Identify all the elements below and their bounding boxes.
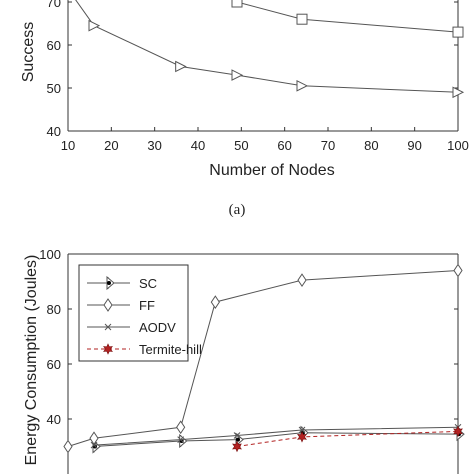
chart-b-series-1-point <box>89 431 99 446</box>
chart-b-y-tick-label: 40 <box>47 412 61 427</box>
chart-a-x-tick-label: 70 <box>321 138 335 153</box>
chart-a-series-1-point <box>175 60 187 73</box>
chart-b-legend: SC FF AODV Termite-hill <box>78 264 202 362</box>
chart-a-x-tick-label: 90 <box>407 138 421 153</box>
chart-a-series-0-line <box>236 1 459 33</box>
chart-b: 40 60 80 100 Energy Consumption (Joules) SC… <box>23 247 465 474</box>
chart-a-y-tick-label: 40 <box>47 124 61 139</box>
legend-marker <box>103 343 113 355</box>
chart-b-series-3-point <box>232 440 242 453</box>
chart-b-series-2-point <box>177 436 185 443</box>
chart-b-series-0-line <box>93 432 459 447</box>
chart-a-series-1-point <box>231 69 244 81</box>
legend-box <box>78 264 189 362</box>
legend-label: AODV <box>139 320 176 335</box>
chart-b-y-label: Energy Consumption (Joules) <box>23 255 40 466</box>
chart-a-series-1-point <box>88 19 101 32</box>
legend-label: FF <box>139 298 155 313</box>
chart-a-x-label: Number of Nodes <box>209 162 334 179</box>
chart-b-series-3-point <box>453 425 463 438</box>
chart-a-x-tick-label: 30 <box>147 138 161 153</box>
chart-b-series-2-point <box>298 426 306 434</box>
chart-b-series-1-point <box>297 273 307 288</box>
chart-a-series-1-point <box>296 80 309 92</box>
chart-a-series-1-line <box>75 0 459 93</box>
chart-a-y-tick-label: 60 <box>47 38 61 53</box>
chart-b-series-1-line <box>67 270 459 447</box>
chart-b-series-1-point <box>210 295 220 310</box>
chart-a-series-0-point <box>296 13 308 25</box>
chart-a-x-tick-label: 50 <box>234 138 248 153</box>
chart-a-x-tick-label: 100 <box>447 138 469 153</box>
chart-a-x-tick-label: 80 <box>364 138 378 153</box>
chart-a-series-0-point <box>231 0 243 8</box>
chart-b-series-1-point <box>453 263 463 278</box>
chart-a-x-tick-label: 40 <box>191 138 205 153</box>
legend-label: Termite-hill <box>139 342 202 357</box>
legend-marker <box>103 298 113 312</box>
chart-a-x-tick-label: 20 <box>104 138 118 153</box>
chart-b-series-2-point <box>233 432 241 439</box>
chart-a-series-0-point <box>452 26 464 38</box>
chart-a-y-label: Success <box>20 22 37 82</box>
legend-marker <box>104 323 112 331</box>
chart-b-series-2-point <box>90 441 98 449</box>
chart-b-series-1-point <box>176 420 186 435</box>
chart-a: 10 20 30 40 50 60 70 80 90 100 40 50 60 70 Number of… <box>20 0 469 218</box>
chart-b-series-1-point <box>63 439 73 454</box>
chart-a-series-1-point <box>452 86 465 99</box>
chart-b-y-tick-label: 100 <box>39 247 61 262</box>
chart-a-x-tick-label: 60 <box>277 138 291 153</box>
chart-b-y-tick-label: 80 <box>47 302 61 317</box>
chart-a-y-tick-label: 50 <box>47 81 61 96</box>
chart-a-x-tick-label: 10 <box>61 138 75 153</box>
chart-b-series-3-point <box>297 431 307 443</box>
legend-marker <box>106 275 115 291</box>
chart-b-y-tick-label: 60 <box>47 357 61 372</box>
chart-a-y-tick-label: 70 <box>47 0 61 10</box>
chart-a-caption: (a) <box>229 202 246 218</box>
legend-label: SC <box>139 276 157 291</box>
chart-b-series-2-line <box>93 426 459 446</box>
